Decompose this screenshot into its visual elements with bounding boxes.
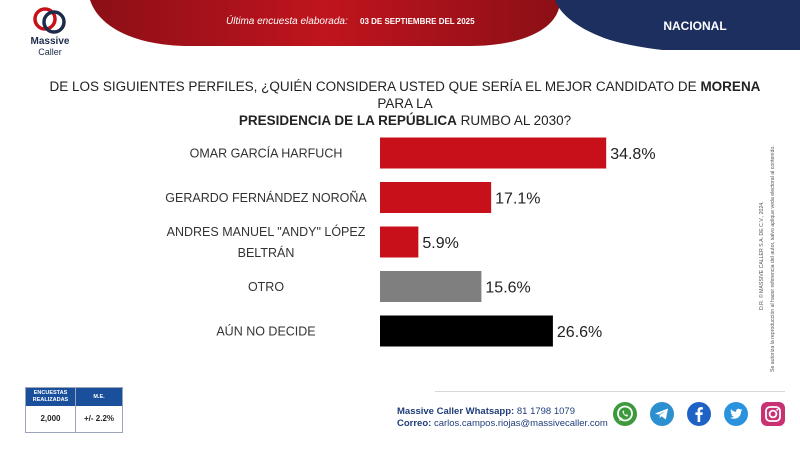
question-office: PRESIDENCIA DE LA REPÚBLICA	[238, 113, 457, 128]
value-label-2: 5.9%	[422, 235, 458, 252]
question-part1: DE LOS SIGUIENTES PERFILES, ¿QUIÉN CONSI…	[49, 79, 701, 94]
category-label-line: BELTRÁN	[238, 245, 295, 260]
email-label: Correo:	[397, 418, 432, 429]
stats-margin-value: +/- 2.2%	[83, 414, 114, 423]
bar-3	[380, 271, 482, 302]
bar-2	[380, 226, 419, 258]
stats-header-count-line2: REALIZADAS	[32, 396, 69, 403]
stats-header-row: ENCUESTAS REALIZADAS M.E.	[26, 388, 122, 406]
category-label-0: OMAR GARCÍA HARFUCH	[190, 146, 343, 161]
category-label-1: GERARDO FERNÁNDEZ NOROÑA	[165, 190, 367, 205]
brand-logo: Massive Caller	[20, 6, 80, 64]
survey-date-label: Última encuesta elaborada:	[226, 16, 348, 27]
facebook-icon[interactable]	[686, 401, 712, 427]
value-label-3: 15.6%	[485, 280, 530, 297]
social-links	[612, 401, 786, 427]
value-label-4: 26.6%	[557, 324, 602, 341]
copyright-line1: D.R. © MASSIVE CALLER S.A. DE C.V., 2024…	[759, 201, 765, 310]
contact-whatsapp: Massive Caller Whatsapp: 81 1798 1079	[397, 406, 608, 418]
value-label-1: 17.1%	[495, 191, 540, 208]
value-label-0: 34.8%	[610, 146, 655, 163]
category-label-3: OTRO	[248, 280, 284, 294]
survey-scope: NACIONAL	[663, 19, 727, 33]
stats-body-row: 2,000 +/- 2.2%	[26, 406, 122, 432]
stats-header-margin: M.E.	[93, 394, 105, 400]
question-party: MORENA	[700, 79, 761, 94]
telegram-icon[interactable]	[649, 401, 675, 427]
stats-header-count: ENCUESTAS REALIZADAS	[26, 388, 76, 406]
survey-date: 03 DE SEPTIEMBRE DEL 2025	[360, 17, 475, 26]
footer-divider	[435, 391, 785, 392]
whatsapp-number[interactable]: 81 1798 1079	[516, 406, 575, 417]
survey-stats-table: ENCUESTAS REALIZADAS M.E. 2,000 +/- 2.2%	[25, 387, 123, 433]
category-label-line: OMAR GARCÍA HARFUCH	[190, 146, 343, 161]
instagram-icon[interactable]	[760, 401, 786, 427]
stats-count-value: 2,000	[26, 406, 76, 432]
brand-name-line2: Caller	[38, 47, 62, 57]
bar-4	[380, 315, 553, 347]
category-label-line: ANDRES MANUEL "ANDY" LÓPEZ	[167, 224, 366, 239]
category-label-4: AÚN NO DECIDE	[216, 324, 315, 339]
header-banner	[0, 0, 800, 50]
email-address[interactable]: carlos.campos.riojas@massivecaller.com	[433, 418, 608, 429]
brand-name-line1: Massive	[30, 36, 70, 47]
question-part3: RUMBO AL 2030?	[456, 113, 572, 128]
whatsapp-label: Massive Caller Whatsapp:	[397, 406, 515, 417]
copyright-note: D.R. © MASSIVE CALLER S.A. DE C.V., 2024…	[753, 145, 783, 380]
bar-1	[380, 182, 492, 213]
category-label-line: OTRO	[248, 280, 284, 294]
whatsapp-icon[interactable]	[612, 401, 638, 427]
category-label-line: AÚN NO DECIDE	[216, 324, 315, 339]
question-part2: PARA LA	[377, 96, 433, 111]
contact-email: Correo: carlos.campos.riojas@massivecall…	[397, 418, 608, 430]
bar-chart: 34.8% OMAR GARCÍA HARFUCH 17.1% GERARDO FER…	[165, 137, 656, 347]
contact-info: Massive Caller Whatsapp: 81 1798 1079 Co…	[397, 406, 608, 430]
brand-logo-icon	[33, 6, 67, 36]
bar-0	[380, 137, 607, 169]
category-label-2: ANDRES MANUEL "ANDY" LÓPEZ BELTRÁN	[167, 224, 366, 260]
category-label-line: GERARDO FERNÁNDEZ NOROÑA	[165, 190, 367, 205]
twitter-icon[interactable]	[723, 401, 749, 427]
survey-question: DE LOS SIGUIENTES PERFILES, ¿QUIÉN CONSI…	[40, 78, 770, 129]
stats-header-count-line1: ENCUESTAS	[33, 390, 68, 396]
copyright-line2: Se autoriza la reproducción al hacer ref…	[770, 145, 776, 372]
